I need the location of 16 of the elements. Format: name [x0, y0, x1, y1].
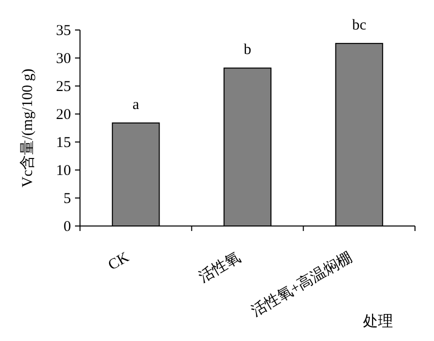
y-tick-label: 5	[64, 191, 71, 207]
annotation: bc	[352, 17, 367, 34]
y-tick-label: 0	[64, 219, 71, 235]
y-tick-label: 20	[56, 107, 71, 123]
y-tick-label: 15	[56, 135, 71, 151]
x-tick-label: CK	[106, 250, 132, 274]
annotation: a	[132, 96, 140, 113]
y-axis-title: Vc含量/(mg/100 g)	[19, 68, 36, 188]
y-tick-label: 30	[56, 51, 71, 67]
y-tick-label: 10	[56, 163, 71, 179]
y-tick-label: 35	[56, 23, 71, 39]
y-tick-label: 25	[56, 79, 71, 95]
x-tick-label: 活性氧+高温焖棚	[248, 248, 356, 320]
x-tick-label: 活性氧	[196, 248, 244, 286]
annotation: b	[244, 42, 252, 58]
x-axis-title: 处理	[363, 313, 393, 330]
